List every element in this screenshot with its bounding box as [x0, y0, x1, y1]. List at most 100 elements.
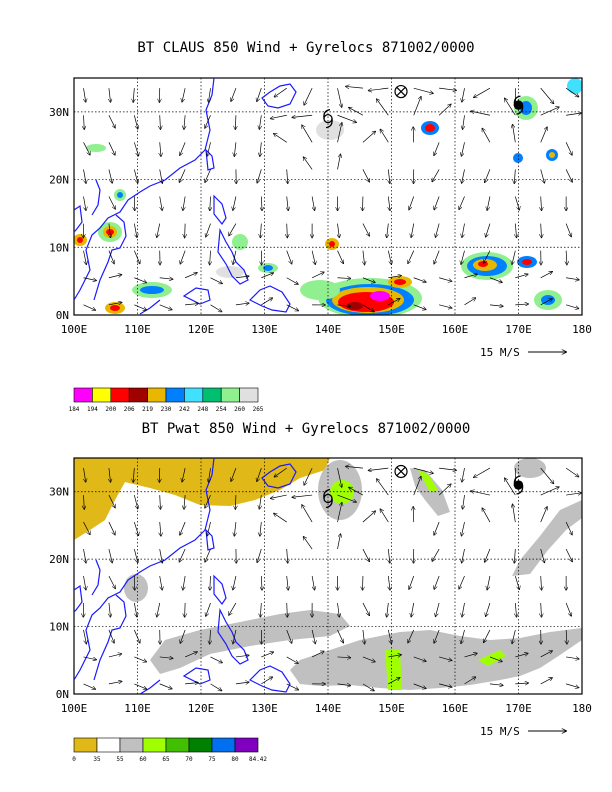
wind-vector — [541, 575, 542, 590]
wind-vector — [337, 684, 351, 686]
wind-vector — [486, 223, 491, 237]
wind-vector — [434, 575, 440, 589]
wind-vector — [462, 548, 465, 563]
colorbar-swatch — [110, 387, 130, 403]
lon-tick-label: 130E — [251, 323, 278, 336]
panel1-axis-labels: 100E 110E 120E 130E 140E 150E 160E 170E 180 30N 20… — [49, 106, 592, 336]
wind-vector — [413, 87, 433, 93]
wind-vector — [286, 277, 298, 284]
wind-vector — [482, 128, 491, 143]
wind-vector — [337, 88, 342, 107]
wind-vector — [413, 507, 414, 523]
wind-vector — [133, 494, 137, 509]
wind-vector — [337, 123, 342, 143]
wind-vector — [208, 468, 210, 482]
wind-vector — [337, 114, 357, 122]
wind-vector — [432, 169, 440, 181]
colorbar-label: 65 — [162, 756, 170, 763]
wind-vector — [485, 169, 491, 182]
wind-vector — [311, 651, 324, 658]
wind-vector — [540, 107, 559, 116]
lat-tick-label: 20N — [49, 553, 69, 566]
wind-vector — [134, 656, 146, 662]
wind-vector — [540, 487, 559, 496]
wind-vector — [377, 99, 389, 116]
wind-vector — [368, 467, 389, 470]
wind-vector — [514, 549, 515, 563]
wind-vector — [438, 104, 451, 116]
wind-vector — [261, 652, 273, 658]
wind-vector — [409, 196, 415, 210]
lon-tick-label: 130E — [251, 702, 278, 715]
wind-vector — [362, 131, 375, 143]
wind-vector — [287, 196, 289, 211]
wind-vector — [566, 657, 579, 659]
wind-vector — [210, 629, 211, 644]
colorbar-label: 230 — [161, 406, 172, 413]
colorbar-label: 184 — [69, 406, 80, 413]
wind-vector — [83, 548, 86, 563]
wind-vector — [235, 115, 236, 129]
colorbar-swatch — [234, 737, 259, 753]
wind-vector — [206, 602, 211, 616]
wind-vector — [303, 157, 313, 170]
wind-vector — [304, 467, 313, 485]
wind-vector — [235, 276, 249, 278]
wind-vector — [540, 299, 552, 306]
wind-vector — [286, 304, 299, 311]
wind-vector — [484, 250, 491, 263]
wind-vector — [459, 575, 465, 589]
wind-vector — [514, 169, 515, 183]
colorbar-swatch — [220, 387, 240, 403]
panel2-title: BT Pwat 850 Wind + Gyrelocs 871002/0000 — [141, 421, 471, 437]
wind-vector — [83, 277, 97, 281]
wind-vector — [439, 468, 456, 470]
wind-vector — [133, 169, 137, 183]
wind-vector — [485, 548, 491, 562]
wind-vector — [287, 575, 289, 590]
wind-vector — [380, 129, 389, 143]
wind-vector — [464, 298, 476, 306]
wind-vector — [565, 521, 572, 535]
wind-vector — [434, 629, 440, 643]
wind-vector — [540, 467, 554, 483]
wind-vector — [565, 87, 578, 97]
wind-vector — [413, 127, 414, 143]
wind-vector — [159, 169, 163, 183]
gyre-marker-typhoon-filled — [513, 95, 524, 115]
wind-vector — [206, 223, 211, 237]
wind-vector — [349, 487, 364, 496]
wind-vector — [160, 142, 161, 156]
wind-vector — [515, 304, 528, 305]
wind-vector — [261, 677, 272, 685]
wind-vector — [210, 277, 223, 284]
wind-vector — [159, 278, 173, 279]
wind-vector — [380, 509, 389, 523]
wind-vector — [362, 511, 375, 523]
wind-vector — [257, 169, 262, 182]
wind-vector — [489, 684, 503, 685]
colorbar-swatch — [211, 737, 236, 753]
wind-vector — [261, 196, 262, 211]
colorbar-label: 80 — [231, 756, 239, 763]
wind-vector — [362, 304, 374, 312]
wind-vector — [388, 575, 390, 590]
wind-vector — [109, 223, 111, 238]
wind-vector — [337, 250, 344, 264]
wind-vector — [540, 651, 552, 658]
lon-tick-label: 150E — [378, 323, 405, 336]
wind-vector — [134, 629, 139, 643]
wind-vector — [159, 304, 172, 310]
wind-vector — [486, 602, 491, 616]
wind-vector — [413, 476, 421, 496]
wind-vector — [363, 629, 365, 644]
wind-vector — [484, 629, 491, 642]
lon-tick-label: 110E — [124, 702, 151, 715]
wind-vector — [515, 683, 528, 684]
wind-vector — [84, 115, 85, 129]
wind-vector — [337, 468, 342, 487]
panel1-scale-vector: 15 M/S — [480, 346, 566, 359]
wind-vector — [184, 273, 197, 279]
wind-vector — [459, 196, 465, 210]
wind-vector — [108, 196, 115, 209]
